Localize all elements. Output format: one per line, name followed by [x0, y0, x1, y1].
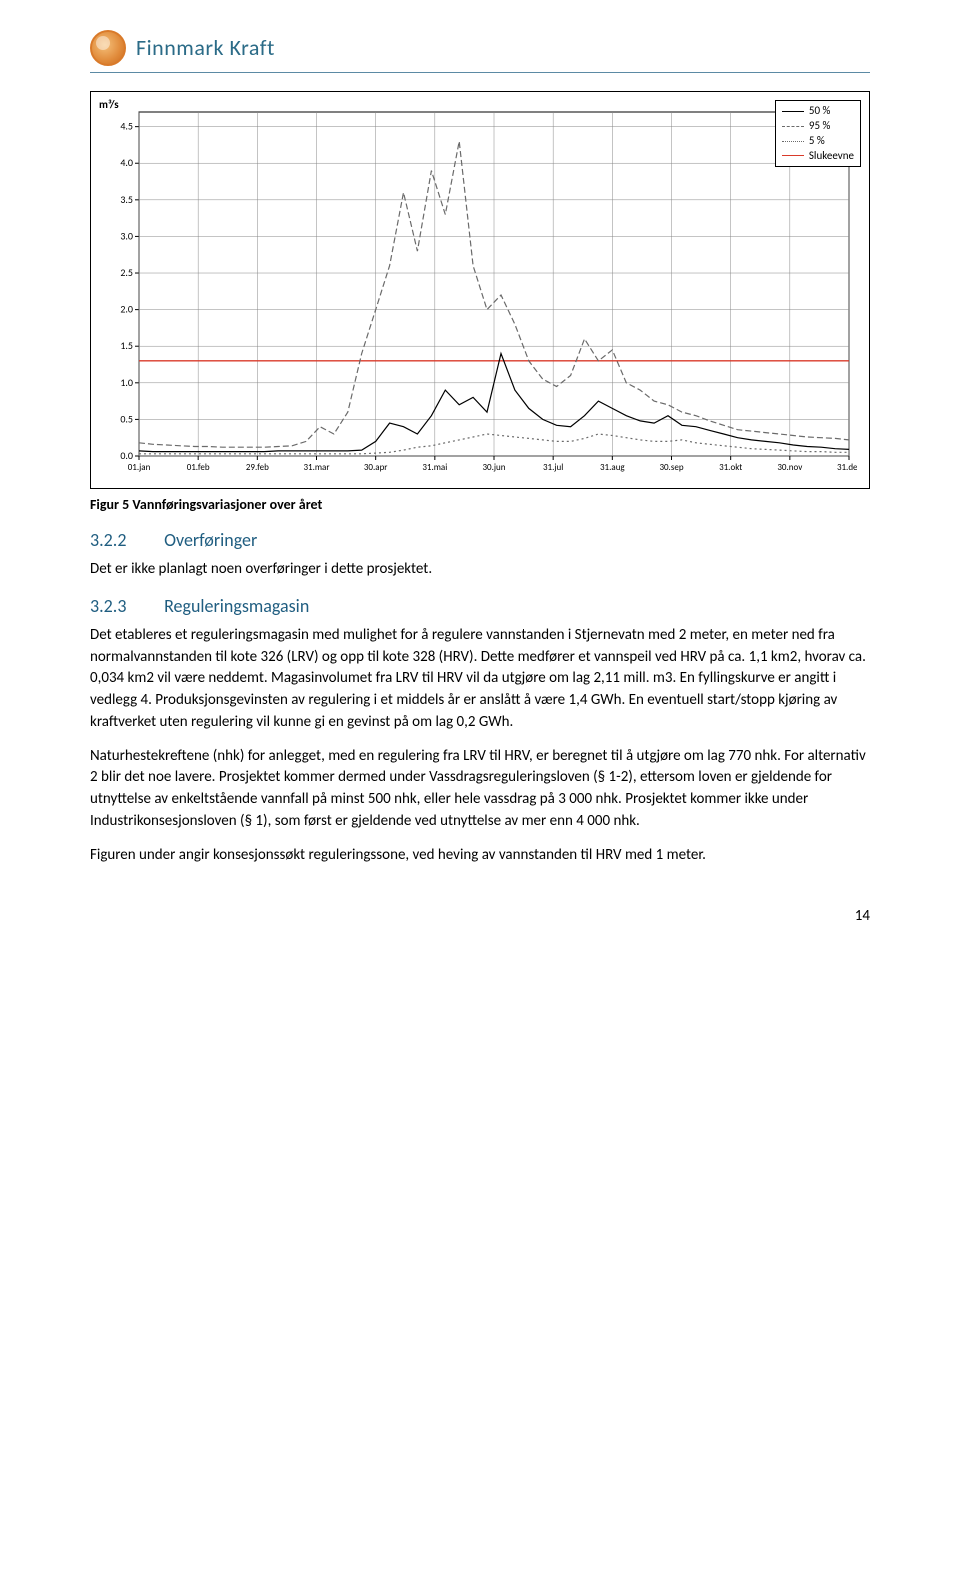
flow-variation-chart: m³/s 0.0 0.5 1.0 1.5 2.0 2.5 3.0 3.5 4.0 4.5 01.jan… [90, 91, 870, 489]
svg-text:01.feb: 01.feb [187, 462, 210, 473]
svg-text:01.jan: 01.jan [128, 462, 151, 473]
svg-text:30.sep: 30.sep [659, 462, 683, 473]
section-3-2-3-p3: Figuren under angir konsesjonssøkt regul… [90, 845, 870, 867]
page-number: 14 [90, 906, 870, 928]
svg-text:29.feb: 29.feb [246, 462, 269, 473]
svg-text:30.apr: 30.apr [364, 462, 388, 473]
svg-text:4.0: 4.0 [120, 156, 133, 169]
page-header: Finnmark Kraft [90, 30, 870, 73]
svg-text:31.okt: 31.okt [719, 462, 742, 473]
svg-text:31.des: 31.des [837, 462, 857, 473]
svg-text:31.mar: 31.mar [303, 462, 329, 473]
svg-text:2.0: 2.0 [120, 303, 133, 316]
section-3-2-3-p1: Det etableres et reguleringsmagasin med … [90, 625, 870, 734]
svg-text:3.5: 3.5 [120, 193, 133, 206]
chart-svg: m³/s 0.0 0.5 1.0 1.5 2.0 2.5 3.0 3.5 4.0 4.5 01.jan… [97, 98, 857, 478]
section-number: 3.2.3 [90, 593, 160, 619]
figure-caption: Figur 5 Vannføringsvariasjoner over året [90, 495, 870, 515]
svg-text:30.jun: 30.jun [482, 462, 505, 473]
section-3-2-3-p2: Naturhestekreftene (nhk) for anlegget, m… [90, 746, 870, 833]
svg-text:0.0: 0.0 [120, 449, 133, 462]
svg-text:m³/s: m³/s [99, 98, 119, 111]
legend-item: 5 % [782, 134, 854, 149]
svg-text:1.0: 1.0 [120, 376, 133, 389]
svg-text:31.aug: 31.aug [600, 462, 625, 473]
chart-legend: 50 %95 %5 %Slukeevne [775, 100, 861, 167]
section-title: Reguleringsmagasin [164, 595, 309, 617]
company-name: Finnmark Kraft [136, 32, 275, 64]
svg-text:31.mai: 31.mai [422, 462, 447, 473]
svg-text:1.5: 1.5 [120, 339, 133, 352]
company-logo-icon [90, 30, 126, 66]
svg-text:0.5: 0.5 [120, 412, 133, 425]
section-number: 3.2.2 [90, 527, 160, 553]
svg-text:3.0: 3.0 [120, 229, 133, 242]
legend-item: 50 % [782, 104, 854, 119]
section-3-2-2-body: Det er ikke planlagt noen overføringer i… [90, 559, 870, 581]
svg-text:30.nov: 30.nov [777, 462, 802, 473]
svg-text:4.5: 4.5 [120, 120, 133, 133]
section-3-2-3-heading: 3.2.3 Reguleringsmagasin [90, 593, 870, 619]
legend-item: 95 % [782, 119, 854, 134]
section-title: Overføringer [164, 529, 257, 551]
svg-text:2.5: 2.5 [120, 266, 133, 279]
section-3-2-2-heading: 3.2.2 Overføringer [90, 527, 870, 553]
legend-item: Slukeevne [782, 149, 854, 164]
svg-text:31.jul: 31.jul [543, 462, 563, 473]
